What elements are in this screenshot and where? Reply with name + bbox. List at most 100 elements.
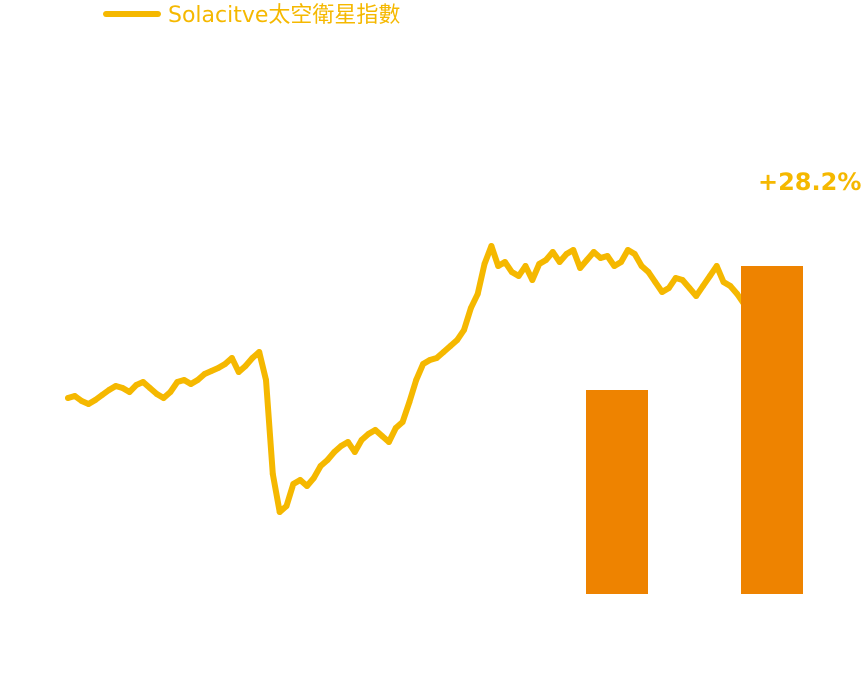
line-point [65,395,71,401]
line-point [297,477,303,483]
line-point [359,437,365,443]
line-point [461,327,467,333]
line-point [174,379,180,385]
line-point [372,427,378,433]
line-point [413,377,419,383]
line-point [79,398,85,404]
line-point [591,249,597,255]
line-point [427,357,433,363]
line-point [140,379,146,385]
line-point [208,368,214,374]
line-point [598,255,604,261]
line-point [659,289,665,295]
line-point [475,291,481,297]
line-point [256,349,262,355]
line-point [222,361,228,367]
line-point [393,425,399,431]
line-point [529,277,535,283]
bar [741,266,803,594]
line-point [509,269,515,275]
line-point [502,259,508,265]
line-point [707,273,713,279]
line-point [113,383,119,389]
line-point [550,249,556,255]
line-point [72,393,78,399]
line-point [441,349,447,355]
line-point [386,439,392,445]
line-point [693,293,699,299]
line-point [420,361,426,367]
line-point [734,291,740,297]
line-point [188,381,194,387]
line-point [570,247,576,253]
line-point [557,259,563,265]
bar-series-layer [586,266,803,594]
line-point [700,283,706,289]
line-point [311,475,317,481]
line-point [243,363,249,369]
bar [586,390,648,594]
line-point [229,355,235,361]
line-point [400,419,406,425]
line-point [447,343,453,349]
line-point [345,439,351,445]
line-point [488,243,494,249]
line-point [249,355,255,361]
line-point [379,433,385,439]
line-point [482,261,488,267]
line-point [127,389,133,395]
line-point [639,263,645,269]
line-point [106,387,112,393]
line-point [236,369,242,375]
line-point [727,283,733,289]
line-point [133,382,139,388]
line-point [577,265,583,271]
line-point [564,251,570,257]
line-point [666,285,672,291]
line-point [284,503,290,509]
line-point [325,457,331,463]
line-point [290,481,296,487]
line-point [523,263,529,269]
line-point [202,371,208,377]
line-point [625,247,631,253]
line-point [495,263,501,269]
line-point [543,257,549,263]
line-point [632,251,638,257]
line-point [686,285,692,291]
line-point [714,263,720,269]
line-point [584,257,590,263]
line-point [618,259,624,265]
line-point [338,443,344,449]
line-point [263,377,269,383]
line-point [468,305,474,311]
line-point [304,483,310,489]
line-point [454,337,460,343]
line-point [721,279,727,285]
line-point [352,449,358,455]
line-point [652,279,658,285]
legend-label: Solacitve太空衛星指數 [168,3,400,28]
line-point [645,269,651,275]
line-point [86,401,92,407]
line-point [277,509,283,515]
line-point [406,399,412,405]
line-point [154,391,160,397]
line-point [99,392,105,398]
line-point [270,471,276,477]
legend: Solacitve太空衛星指數 [106,3,400,28]
line-point [195,377,201,383]
line-point [215,365,221,371]
line-point [611,263,617,269]
line-point [120,385,126,391]
line-point [92,397,98,403]
line-point [181,377,187,383]
line-point [147,385,153,391]
line-point [167,389,173,395]
line-point [516,273,522,279]
line-point [673,275,679,281]
line-point [161,395,167,401]
line-point [604,253,610,259]
